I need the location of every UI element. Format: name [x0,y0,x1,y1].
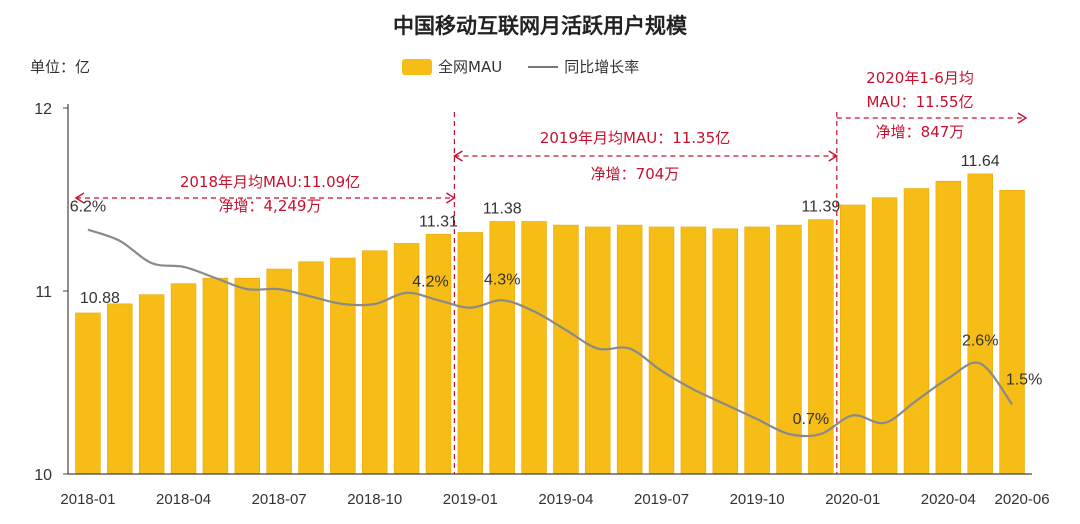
bar-value-label-2018-01: 10.88 [80,290,120,307]
bar-2020-05 [967,173,993,475]
growth-rate-line [87,228,1013,438]
bar-2019-05 [585,226,611,475]
bar-2019-08 [680,226,707,475]
bar-2018-11 [393,243,420,475]
bar-value-label-2019-02: 11.38 [483,200,522,217]
x-tick-label-2020-04: 2020-04 [921,491,976,508]
arrow-2018-head-right [446,192,456,204]
bar-2018-12 [425,233,452,475]
y-tick-label-12: 12 [34,101,52,118]
bar-2019-01 [457,232,484,475]
annotation-2020-net: 净增：847万 [875,123,965,141]
legend: 全网MAU 同比增长率 [402,56,639,77]
legend-line-label: 同比增长率 [564,58,640,76]
bar-2019-11 [776,224,802,475]
arrow-2018-head-left [74,192,85,204]
legend-bar-label: 全网MAU [438,58,503,76]
y-tick-label-10: 10 [34,467,52,484]
bar-2019-03 [521,221,547,475]
unit-label: 单位：亿 [30,58,91,76]
x-tick-label-2020-06: 2020-06 [995,491,1050,508]
period-dividers [74,112,1028,474]
growth-label-2018-01: 6.2% [70,199,106,216]
growth-line-layer [87,228,1013,438]
growth-label-2019-12: 0.7% [793,411,829,428]
bar-2019-10 [744,226,770,475]
x-tick-label-2019-07: 2019-07 [634,491,689,508]
x-tick-label-2019-01: 2019-01 [443,491,498,508]
growth-label-2018-12: 4.2% [412,273,448,290]
arrow-2019-head-left [453,150,463,162]
bar-2018-05 [202,277,229,475]
x-tick-label-2018-07: 2018-07 [252,491,307,508]
bar-2020-04 [935,180,962,475]
annotation-2018-mau: 2018年月均MAU:11.09亿 [179,173,361,191]
chart-title: 中国移动互联网月活跃用户规模 [393,14,687,38]
x-tick-label-2018-04: 2018-04 [156,491,211,508]
bars-layer [75,173,1025,475]
x-tick-label-2020-01: 2020-01 [825,491,880,508]
bar-2018-07 [266,268,292,475]
bar-2019-09 [712,228,738,475]
annotation-2018-net: 净增：4,249万 [218,197,322,215]
x-tick-label-2018-01: 2018-01 [60,491,115,508]
bar-2019-07 [648,226,675,475]
bar-2018-03 [138,294,165,475]
bar-2018-01 [75,312,101,475]
x-tick-label-2019-04: 2019-04 [538,491,593,508]
annotation-2018: 2018年月均MAU:11.09亿 净增：4,249万 [150,170,390,218]
growth-label-2020-05: 2.6% [962,332,998,349]
bar-value-label-2020-05: 11.64 [961,153,1000,170]
annotation-2020-period: 2020年1-6月均 [866,69,974,87]
bar-2019-04 [553,224,579,475]
growth-label-2019-02: 4.3% [484,271,520,288]
annotation-2019-mau: 2019年月均MAU：11.35亿 [539,129,731,147]
x-tick-label-2019-10: 2019-10 [730,491,785,508]
bar-2019-12 [808,219,834,475]
growth-label-2020-06: 1.5% [1006,371,1042,388]
legend-line-swatch [528,65,559,68]
data-labels-layer: 10.88 11.31 11.38 11.39 11.64 6.2% 4.2% 4.3% 0.7… [70,153,1043,428]
arrow-2020-head-right [1017,112,1028,124]
y-tick-label-11: 11 [35,284,52,301]
annotation-2019: 2019年月均MAU：11.35亿 净增：704万 [510,126,760,186]
bar-2020-06 [999,190,1025,475]
bar-2019-02 [489,221,515,475]
bar-value-label-2018-12: 11.31 [419,213,458,230]
bar-2020-03 [903,188,930,475]
bar-2018-04 [170,283,197,475]
x-tick-label-2018-10: 2018-10 [347,491,402,508]
axis-layer: 10 11 12 2018-01 2018-04 2018-07 2018-10 2019-0… [34,101,1049,508]
bar-2020-02 [871,197,898,475]
annotation-2019-net: 净增：704万 [590,165,680,183]
bar-2018-10 [362,250,388,475]
bar-2020-01 [840,204,866,475]
legend-bar-swatch [402,58,432,75]
bar-value-label-2019-12: 11.39 [801,199,840,216]
annotation-2020: 2020年1-6月均 MAU：11.55亿 净增：847万 [850,66,990,144]
bar-2018-06 [234,277,260,475]
arrow-2019-head-right [828,150,839,162]
annotation-2020-mau: MAU：11.55亿 [866,93,974,111]
bar-2018-09 [330,257,356,475]
bar-2018-02 [107,303,133,475]
